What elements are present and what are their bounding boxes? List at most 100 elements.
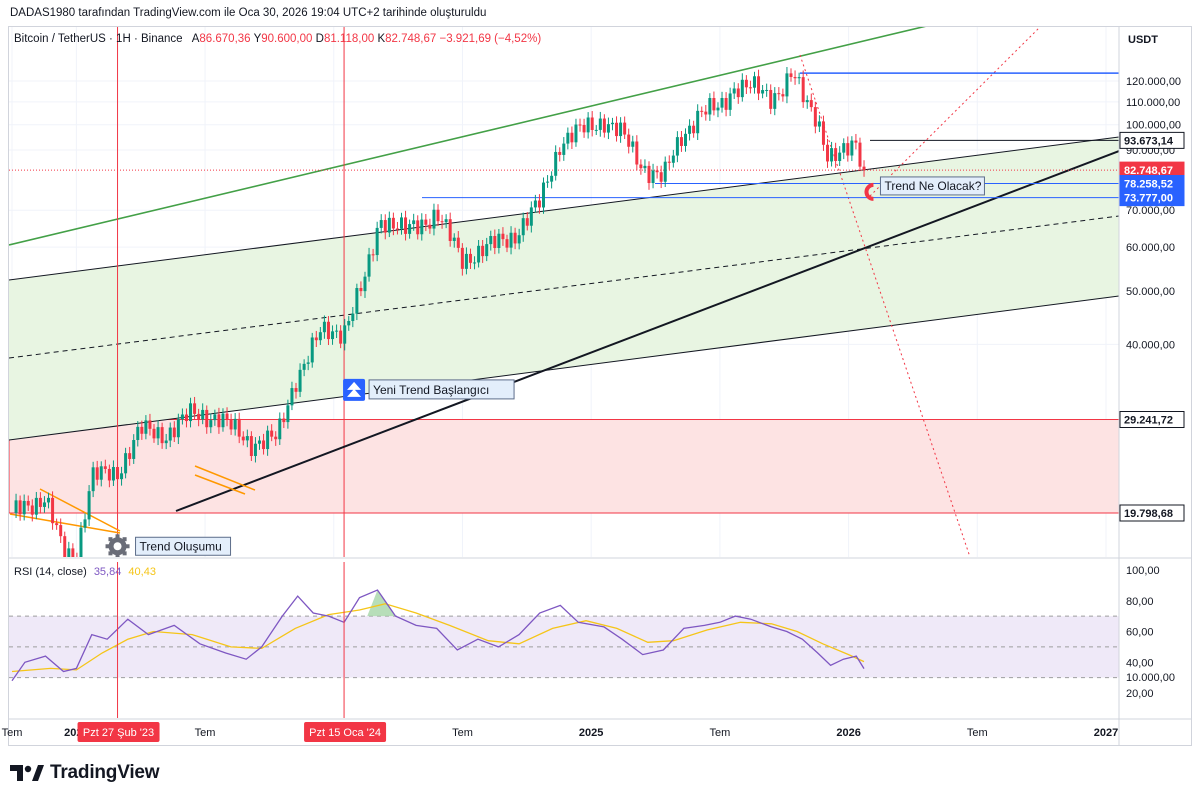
candle-body — [34, 497, 38, 515]
candle-body — [404, 217, 408, 234]
y-tick-label: 110.000,00 — [1126, 97, 1180, 109]
rsi-value: 35,84 — [93, 566, 122, 578]
candle-body — [643, 165, 647, 169]
candle-body — [193, 403, 197, 414]
candle-body — [355, 287, 359, 314]
candle-body — [805, 100, 809, 103]
footer-brand[interactable]: TradingView — [10, 762, 160, 784]
candle-body — [298, 369, 302, 392]
high-key: Y — [253, 33, 262, 45]
candle-body — [655, 170, 659, 173]
arrow-up-icon-glyph — [347, 381, 362, 397]
candle-body — [781, 94, 785, 97]
candle-body — [602, 118, 606, 133]
candle-body — [30, 505, 34, 515]
price-label-box — [1119, 411, 1185, 429]
candle-body — [75, 559, 78, 563]
candle-body — [842, 143, 846, 153]
gear-hole — [113, 542, 122, 551]
candle-body — [846, 143, 850, 156]
candle-body — [817, 121, 821, 127]
candle-body — [83, 519, 87, 528]
x-tick-label: Tem — [709, 727, 730, 739]
candle-body — [213, 414, 217, 421]
chart-frame — [8, 26, 1192, 746]
x-tick-label: 2026 — [836, 727, 860, 739]
annotation-text: Yeni Trend Başlangıcı — [373, 383, 489, 397]
gear-tooth — [125, 544, 130, 549]
candle-body — [631, 141, 635, 147]
candle-body — [793, 76, 797, 79]
candle-body — [59, 525, 63, 537]
candle-body — [720, 97, 724, 108]
annotation-box — [368, 379, 515, 400]
price-label-text: 29.241,72 — [1124, 415, 1173, 427]
candle-body — [489, 236, 493, 245]
candle-body — [221, 413, 225, 428]
candle-body — [862, 166, 866, 171]
candle-body — [237, 418, 241, 437]
price-label-box — [1119, 189, 1185, 207]
candle-body — [464, 253, 468, 269]
candle-body — [120, 473, 124, 480]
candle-body — [383, 220, 387, 233]
candle-body — [63, 536, 67, 557]
candle-body — [748, 87, 752, 89]
candle-body — [708, 98, 712, 115]
candle-body — [659, 172, 663, 182]
trend-channel-fill — [9, 137, 1119, 440]
candle-body — [663, 161, 667, 182]
candle-body — [797, 77, 801, 79]
candle-body — [623, 122, 627, 135]
main-trendline — [175, 150, 1119, 512]
gear-tooth — [115, 554, 120, 557]
rsi-tick-label: 100,00 — [1126, 565, 1160, 577]
candle-body — [136, 426, 140, 441]
candle-body — [529, 207, 533, 226]
x-tick-label: Tem — [2, 727, 23, 739]
price-label-box — [1119, 504, 1185, 522]
candle-body — [436, 209, 440, 222]
close-value: 82.748,67 — [385, 33, 437, 45]
candle-body — [99, 466, 103, 480]
currency-label[interactable]: USDT — [1128, 34, 1158, 46]
high-value: 90.600,00 — [261, 33, 313, 45]
rsi-ma-value: 40,43 — [128, 566, 156, 578]
candle-body — [144, 420, 148, 434]
candle-body — [314, 337, 318, 341]
gear-tooth — [105, 544, 110, 549]
y-tick-label: 120.000,00 — [1126, 76, 1181, 88]
candle-body — [716, 107, 720, 111]
tradingview-logo-icon — [10, 765, 44, 781]
candle-body — [124, 453, 128, 474]
candle-body — [408, 224, 412, 234]
date-highlight-box — [77, 722, 160, 742]
candle-body — [278, 418, 282, 440]
date-highlight-box — [304, 722, 387, 742]
candle-body — [757, 76, 761, 94]
candle-body — [363, 276, 367, 292]
price-label-text: 93.673,14 — [1124, 135, 1174, 147]
candle-body — [22, 500, 26, 515]
price-label-text: 73.777,00 — [1124, 193, 1173, 205]
candle-body — [331, 331, 335, 340]
date-highlight-text: Pzt 15 Oca '24 — [309, 727, 381, 739]
candle-body — [765, 89, 769, 91]
rsi-overbought-fill — [367, 589, 396, 617]
candle-body — [692, 125, 696, 134]
candle-body — [501, 233, 505, 240]
candle-body — [266, 430, 270, 450]
candle-body — [493, 236, 497, 248]
candle-body — [249, 436, 253, 457]
candle-body — [704, 111, 708, 115]
candle-body — [497, 233, 501, 248]
candle-body — [245, 436, 249, 441]
rsi-tick-label: 20,00 — [1126, 688, 1154, 700]
candle-body — [391, 217, 395, 229]
candle-body — [424, 219, 428, 225]
channel-lower-line — [9, 295, 1119, 441]
candle-body — [712, 98, 716, 111]
pattern-line — [9, 513, 121, 534]
candle-body — [696, 110, 700, 134]
